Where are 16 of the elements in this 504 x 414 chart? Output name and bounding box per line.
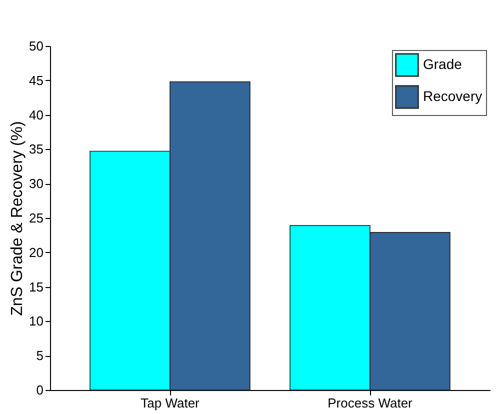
y-tick-label: 45	[29, 72, 44, 88]
y-tick-label: 40	[29, 107, 44, 122]
y-tick-label: 10	[29, 314, 44, 329]
y-tick-label: 20	[29, 244, 44, 260]
x-tick-label: Process Water	[328, 396, 414, 410]
y-tick-label: 25	[29, 210, 44, 226]
y-tick-label: 15	[29, 279, 44, 294]
legend-label: Recovery	[423, 88, 482, 104]
y-tick-label: 5	[36, 348, 44, 364]
y-tick-label: 50	[29, 38, 44, 54]
x-tick-label: Tap Water	[140, 396, 200, 410]
legend-label: Grade	[423, 56, 462, 72]
y-axis-title: ZnS Grade & Recovery (%)	[9, 121, 26, 316]
y-tick-label: 30	[29, 176, 44, 192]
y-tick-label: 35	[29, 142, 44, 157]
y-tick-label: 0	[36, 382, 44, 398]
